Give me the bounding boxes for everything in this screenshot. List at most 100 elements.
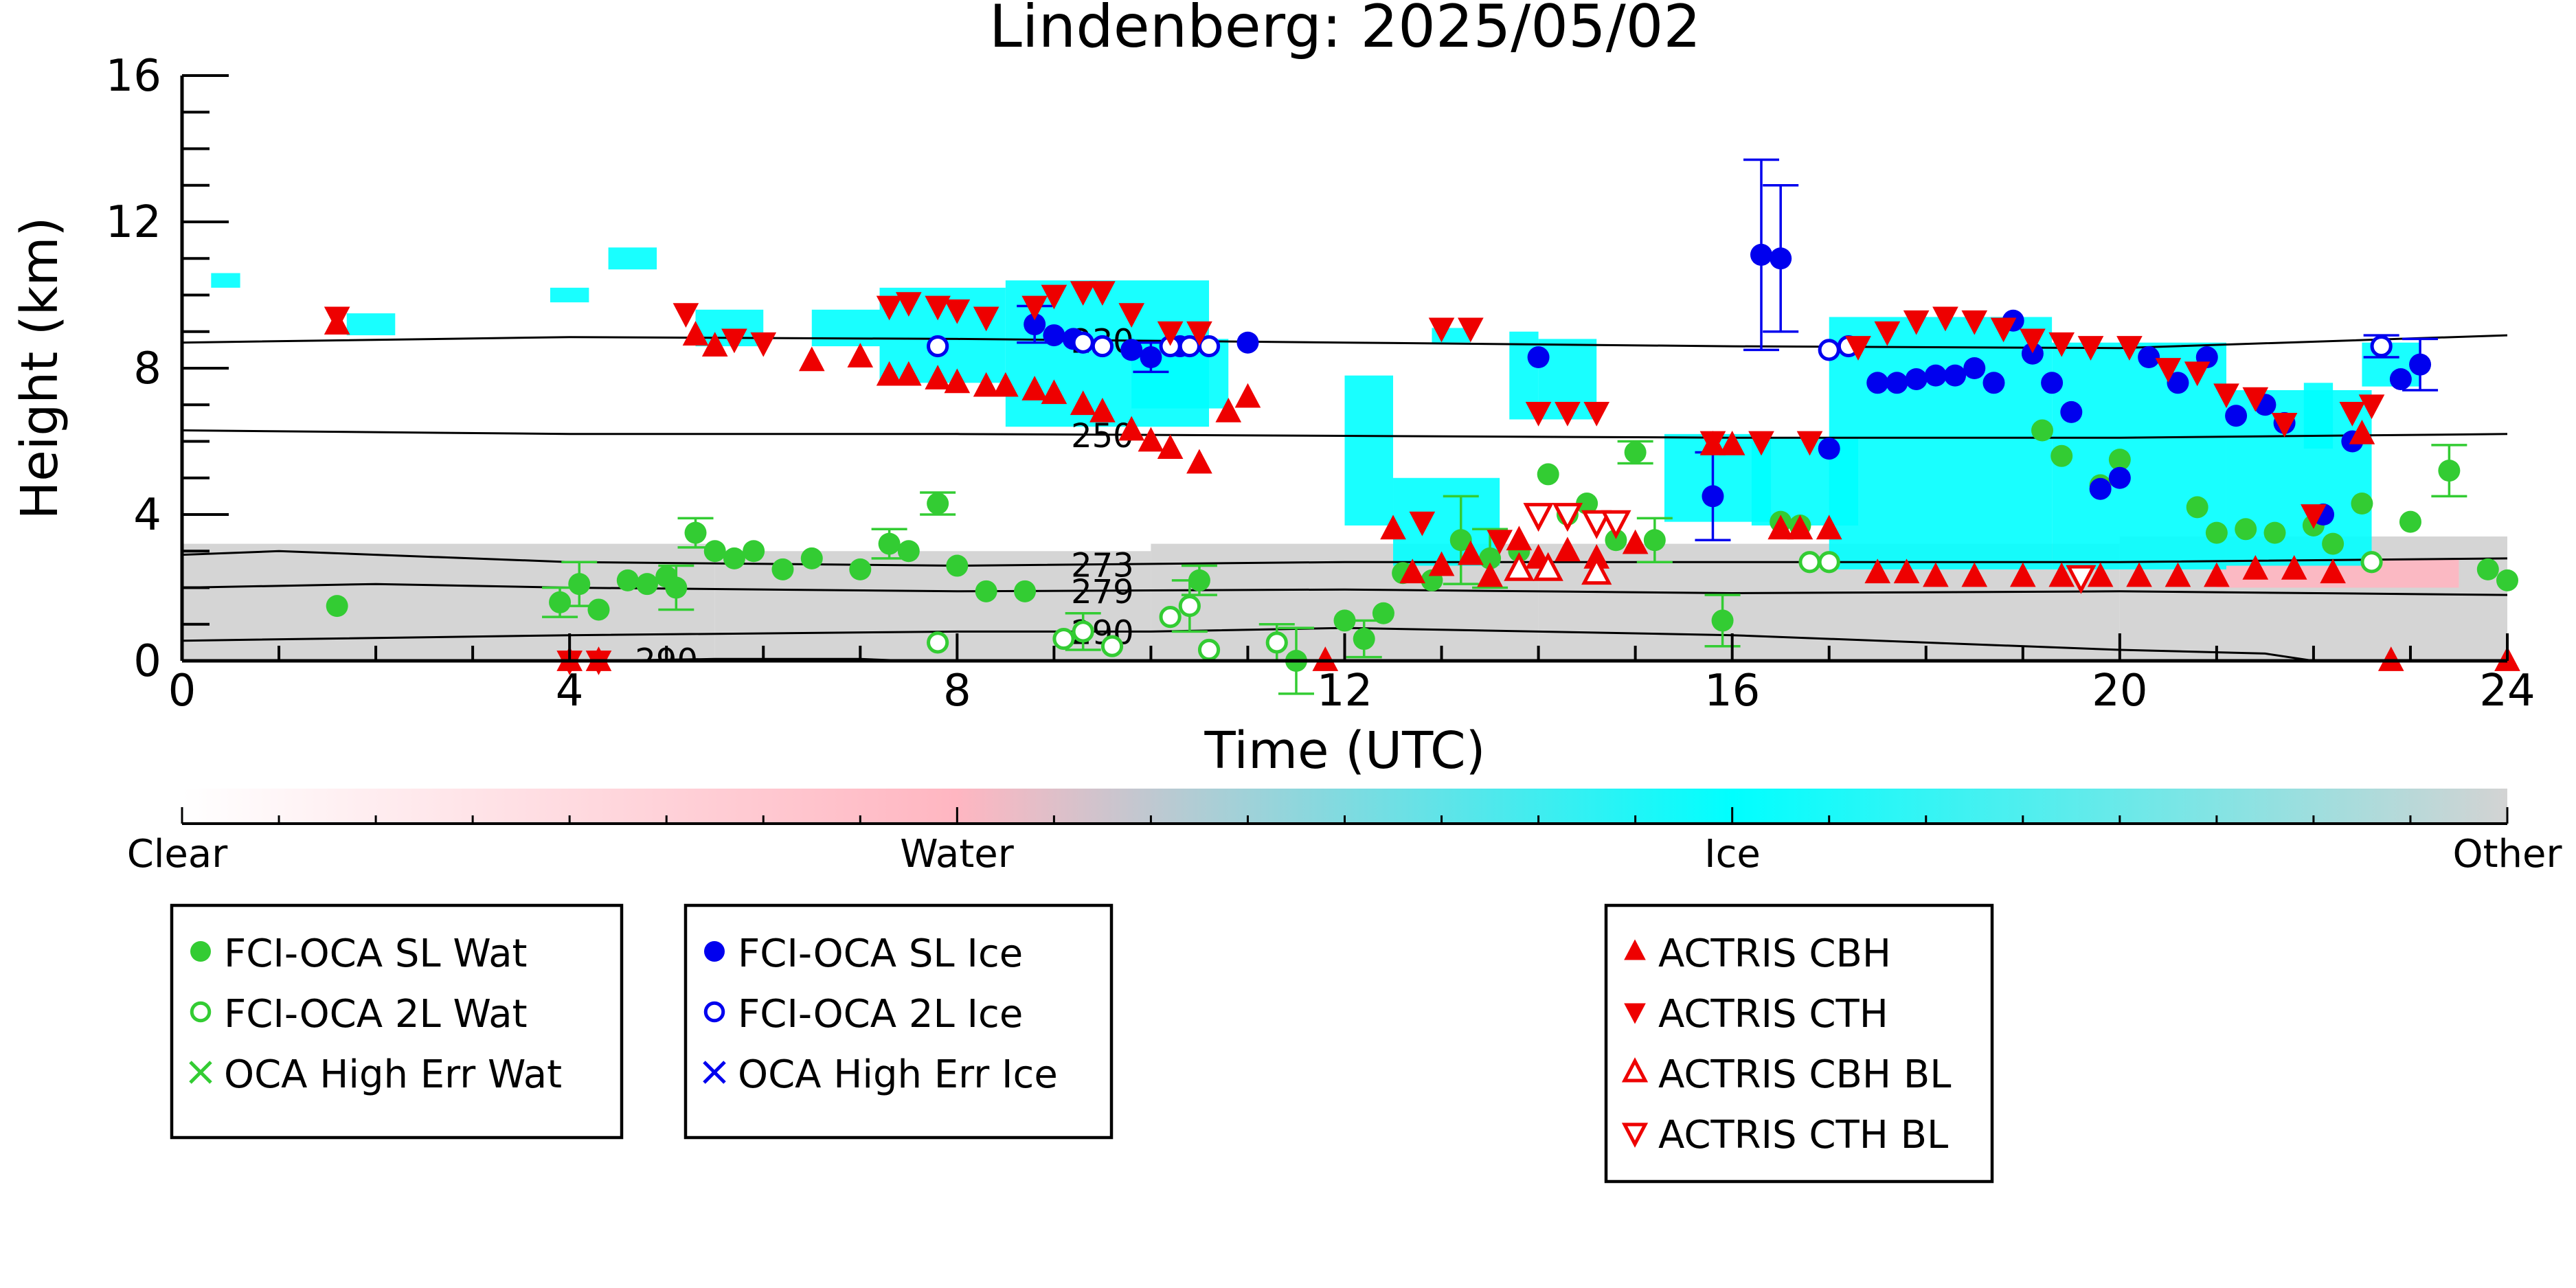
ice-cloud-region xyxy=(550,287,589,303)
fci-oca-sl-ice-point xyxy=(1770,247,1792,270)
fci-oca-sl-ice-point xyxy=(2021,342,2044,365)
actris-cth-point xyxy=(2048,332,2075,357)
fci-oca-sl-ice-point xyxy=(2389,368,2412,390)
fci-oca-2l-ice-point xyxy=(927,335,949,358)
fci-oca-sl-wat-point xyxy=(616,569,639,591)
fci-oca-sl-wat-point xyxy=(1353,628,1375,651)
actris-cth-point xyxy=(1932,306,1958,332)
fci-oca-sl-wat-point xyxy=(946,554,969,577)
fci-oca-sl-wat-point xyxy=(2496,569,2518,591)
actris-cth-point xyxy=(1990,317,2017,343)
actris-cbh-bl-point xyxy=(1581,556,1612,585)
fci-oca-2l-wat-point xyxy=(1265,631,1288,654)
ice-cloud-region xyxy=(346,313,396,336)
fci-oca-sl-wat-point xyxy=(2399,510,2421,533)
actris-cth-point xyxy=(2339,402,2366,427)
y-tick-label: 0 xyxy=(133,636,161,687)
actris-cth-bl-point xyxy=(1581,510,1612,539)
fci-oca-sl-wat-point xyxy=(1605,529,1627,552)
fci-oca-2l-wat-point xyxy=(2360,551,2383,574)
fci-oca-sl-ice-point xyxy=(2089,477,2112,500)
actris-cth-point xyxy=(1748,431,1774,456)
actris-cth-point xyxy=(1089,281,1116,306)
actris-cth-point xyxy=(1458,317,1484,343)
fci-oca-sl-ice-point xyxy=(2041,372,2064,394)
actris-cbh-point xyxy=(701,332,728,357)
x-tick-label: 16 xyxy=(1704,666,1760,716)
legend-entry-label: ACTRIS CTH xyxy=(1658,992,1888,1037)
fci-oca-sl-wat-point xyxy=(1014,580,1037,602)
colorbar-label-clear: Clear xyxy=(127,832,228,877)
fci-oca-sl-wat-point xyxy=(2108,449,2131,471)
actris-cbh-point xyxy=(1234,383,1261,408)
y-tick-label: 4 xyxy=(133,490,161,541)
fci-oca-sl-ice-point xyxy=(1120,339,1143,361)
actris-cth-point xyxy=(1070,281,1096,306)
legend-entry-label: FCI-OCA SL Wat xyxy=(224,931,528,976)
x-tick-label: 0 xyxy=(168,666,196,716)
fci-oca-sl-wat-point xyxy=(2050,444,2073,467)
fci-oca-sl-ice-point xyxy=(2225,405,2248,427)
fci-oca-2l-wat-point xyxy=(1178,595,1201,618)
actris-cbh-point xyxy=(1070,390,1096,416)
actris-cbh-point xyxy=(1157,434,1184,460)
fci-oca-sl-wat-point xyxy=(2235,518,2257,541)
data-markers xyxy=(324,243,2520,675)
fci-oca-sl-ice-point xyxy=(1702,485,1724,508)
fci-oca-sl-ice-point xyxy=(1944,364,1967,387)
fci-oca-sl-wat-point xyxy=(2205,521,2228,544)
actris-cth-point xyxy=(1041,284,1067,310)
actris-cth-point xyxy=(1903,310,1930,335)
fci-oca-sl-ice-point xyxy=(1963,357,1986,379)
actris-cth-point xyxy=(973,306,999,332)
actris-cth-bl-point xyxy=(1523,503,1554,532)
fci-oca-2l-wat-point xyxy=(1197,638,1221,662)
actris-cbh-point xyxy=(1893,558,1920,584)
legend-entry-label: OCA High Err Wat xyxy=(224,1052,562,1097)
actris-cth-bl-point xyxy=(2066,565,2097,594)
fci-oca-sl-wat-point xyxy=(897,540,920,563)
fci-oca-sl-wat-point xyxy=(1576,493,1598,515)
actris-cth-point xyxy=(2155,358,2182,383)
x-axis-label: Time (UTC) xyxy=(1204,721,1485,780)
fci-oca-2l-wat-point xyxy=(1072,620,1094,643)
legend-entry-label: FCI-OCA 2L Wat xyxy=(224,992,528,1037)
actris-cth-point xyxy=(1845,336,1871,361)
actris-cth-point xyxy=(1874,321,1901,346)
fci-oca-sl-wat-point xyxy=(723,547,745,569)
fci-oca-sl-wat-point xyxy=(1333,609,1356,632)
legend-marker xyxy=(703,1001,725,1023)
fci-oca-2l-wat-point xyxy=(1159,606,1182,629)
fci-oca-sl-wat-point xyxy=(878,532,901,555)
legend-marker xyxy=(704,941,725,962)
actris-cbh-point xyxy=(1719,430,1745,455)
legend-marker xyxy=(1621,1057,1649,1083)
fci-oca-sl-ice-point xyxy=(2060,400,2083,423)
actris-cth-bl-point xyxy=(1601,510,1631,539)
actris-cth-point xyxy=(876,295,903,321)
actris-cbh-point xyxy=(1399,558,1426,584)
actris-cbh-point xyxy=(1118,416,1145,441)
actris-cbh-point xyxy=(2204,562,2230,587)
actris-cth-bl-point xyxy=(1552,503,1583,532)
actris-cth-point xyxy=(2242,387,2269,412)
legend-entry-label: FCI-OCA SL Ice xyxy=(738,931,1023,976)
legend-marker xyxy=(190,941,211,962)
contour-line xyxy=(182,583,2507,596)
legend-marker xyxy=(190,1001,212,1023)
fci-oca-sl-ice-point xyxy=(1886,372,1908,394)
legend-box xyxy=(1604,903,1994,1184)
actris-cth-point xyxy=(721,328,747,354)
actris-cth-point xyxy=(1961,310,1988,335)
actris-cth-point xyxy=(1555,402,1581,427)
fci-oca-sl-wat-point xyxy=(665,576,688,599)
actris-cth-point xyxy=(1525,402,1552,427)
fci-oca-2l-wat-point xyxy=(1798,551,1821,574)
cloud-phase-regions xyxy=(182,247,2507,661)
contour-line xyxy=(182,429,2507,439)
fci-oca-sl-wat-point xyxy=(568,573,591,596)
actris-cth-point xyxy=(1583,402,1610,427)
fci-oca-sl-wat-point xyxy=(800,547,823,569)
fci-oca-2l-wat-point xyxy=(1052,627,1075,651)
actris-cth-point xyxy=(1118,303,1145,328)
